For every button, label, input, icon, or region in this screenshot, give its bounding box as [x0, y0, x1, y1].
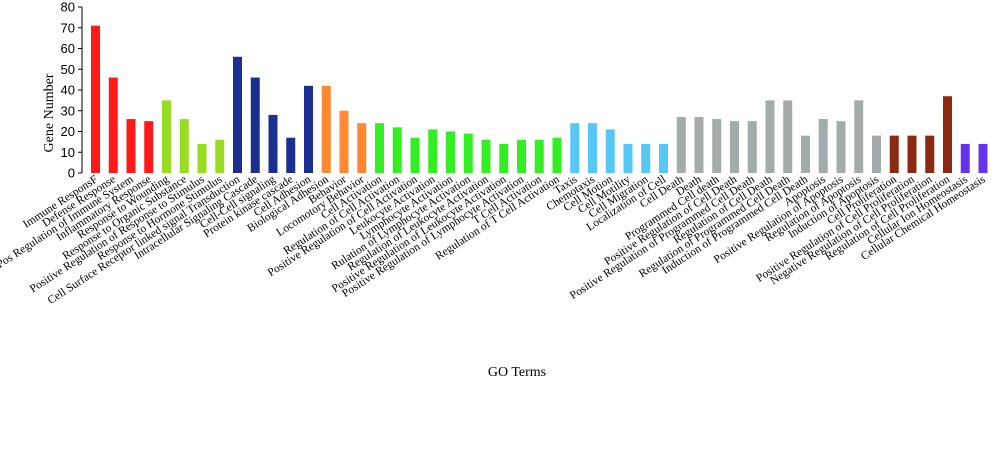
- bar: [233, 56, 242, 173]
- bar: [534, 139, 544, 173]
- bar: [818, 119, 828, 173]
- bar: [481, 139, 491, 173]
- bar: [588, 123, 597, 173]
- bar: [570, 123, 580, 173]
- bar: [339, 110, 349, 173]
- bar: [179, 119, 189, 173]
- y-tick-label: 30: [61, 103, 75, 118]
- bar: [250, 77, 260, 173]
- bar: [108, 77, 118, 173]
- y-axis: 0 10 20 30 40 50 60 70 80: [61, 0, 83, 181]
- bar: [162, 100, 171, 173]
- y-tick-label: 80: [61, 0, 75, 15]
- bar: [286, 137, 296, 173]
- y-tick-label: 0: [68, 166, 75, 181]
- bar: [765, 100, 775, 173]
- bar: [268, 114, 278, 173]
- bar: [712, 119, 722, 173]
- bar: [676, 116, 686, 173]
- bar: [517, 139, 526, 173]
- bar: [783, 100, 793, 173]
- bar: [801, 135, 810, 173]
- bar: [960, 143, 970, 173]
- bar: [659, 143, 668, 173]
- x-axis-title: GO Terms: [488, 365, 546, 380]
- bar: [144, 121, 154, 173]
- bar: [872, 135, 881, 173]
- bar: [321, 85, 331, 173]
- bar: [126, 119, 136, 173]
- y-tick-label: 50: [61, 62, 75, 77]
- bar: [978, 143, 988, 173]
- bar: [605, 129, 615, 173]
- bar: [641, 143, 651, 173]
- y-tick-label: 40: [61, 83, 75, 98]
- y-axis-title: Gene Number: [42, 73, 57, 152]
- bar: [943, 96, 952, 173]
- bar: [836, 121, 846, 173]
- bar: [854, 100, 864, 173]
- bar: [925, 135, 935, 173]
- y-tick-label: 20: [61, 124, 75, 139]
- bar: [747, 121, 757, 173]
- bar: [357, 123, 367, 173]
- bar: [215, 139, 225, 173]
- bar: [552, 137, 562, 173]
- bar: [197, 143, 207, 173]
- bar: [907, 135, 917, 173]
- bars: [91, 25, 988, 173]
- bar: [623, 143, 633, 173]
- bar: [428, 129, 438, 173]
- bar: [375, 123, 384, 173]
- bar: [889, 135, 899, 173]
- bar: [410, 137, 420, 173]
- y-tick-label: 10: [61, 145, 75, 160]
- bar: [499, 143, 509, 173]
- y-tick-label: 70: [61, 20, 75, 35]
- bar: [392, 127, 402, 173]
- y-tick-label: 60: [61, 41, 75, 56]
- bar: [730, 121, 739, 173]
- bar: [446, 131, 455, 173]
- bar: [694, 116, 704, 173]
- bar: [304, 85, 313, 173]
- bar: [91, 25, 100, 173]
- bar: [463, 133, 473, 173]
